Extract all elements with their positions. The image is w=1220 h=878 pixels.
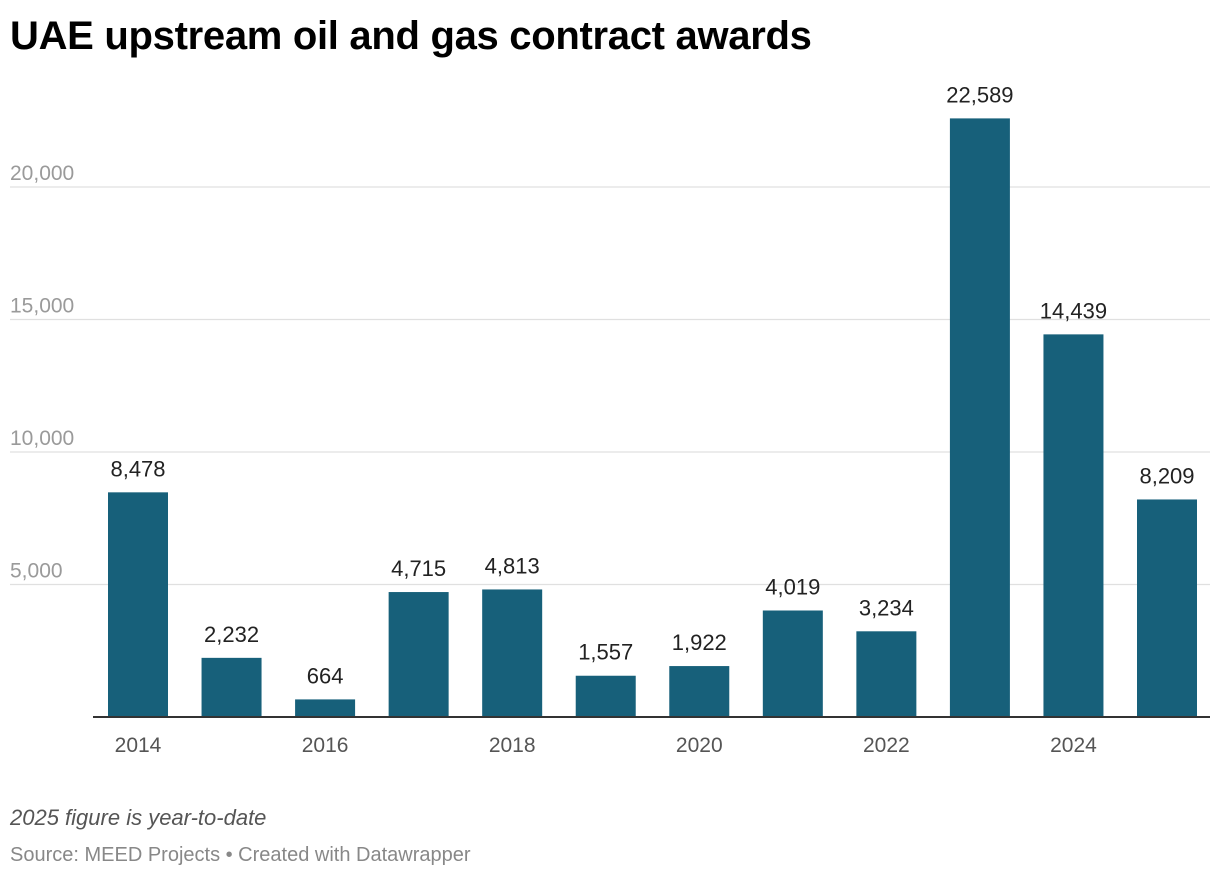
value-label: 4,715 bbox=[391, 556, 446, 581]
chart-title: UAE upstream oil and gas contract awards bbox=[10, 14, 812, 58]
x-tick-label: 2020 bbox=[676, 734, 723, 757]
x-tick-label: 2018 bbox=[489, 734, 536, 757]
y-tick-label: 15,000 bbox=[10, 295, 74, 318]
x-tick-label: 2014 bbox=[115, 734, 162, 757]
y-tick-label: 10,000 bbox=[10, 427, 74, 450]
bar bbox=[949, 118, 1010, 718]
x-tick-label: 2016 bbox=[302, 734, 349, 757]
value-label: 1,922 bbox=[672, 630, 727, 655]
value-label: 2,232 bbox=[204, 622, 259, 647]
bar bbox=[295, 699, 356, 717]
value-label: 1,557 bbox=[578, 640, 633, 665]
y-tick-label: 5,000 bbox=[10, 560, 63, 583]
value-label: 8,209 bbox=[1139, 463, 1194, 488]
bar bbox=[762, 610, 823, 717]
value-label: 4,813 bbox=[485, 553, 540, 578]
value-label: 22,589 bbox=[946, 82, 1013, 107]
value-label: 4,019 bbox=[765, 574, 820, 599]
value-label: 664 bbox=[307, 663, 344, 688]
bar bbox=[1043, 334, 1104, 717]
bar bbox=[388, 592, 449, 717]
bar bbox=[201, 657, 262, 717]
x-tick-label: 2024 bbox=[1050, 734, 1097, 757]
source-credit: Source: MEED Projects • Created with Dat… bbox=[10, 844, 471, 866]
bar bbox=[482, 589, 543, 717]
value-label: 14,439 bbox=[1040, 298, 1107, 323]
bar bbox=[575, 675, 636, 717]
bar bbox=[1137, 499, 1197, 717]
value-label: 8,478 bbox=[110, 456, 165, 481]
bar bbox=[856, 631, 917, 717]
bar bbox=[669, 666, 730, 717]
x-tick-label: 2022 bbox=[863, 734, 910, 757]
footnote: 2025 figure is year-to-date bbox=[10, 805, 267, 830]
bar bbox=[108, 492, 168, 717]
value-label: 3,234 bbox=[859, 595, 914, 620]
y-tick-label: 20,000 bbox=[10, 162, 74, 185]
